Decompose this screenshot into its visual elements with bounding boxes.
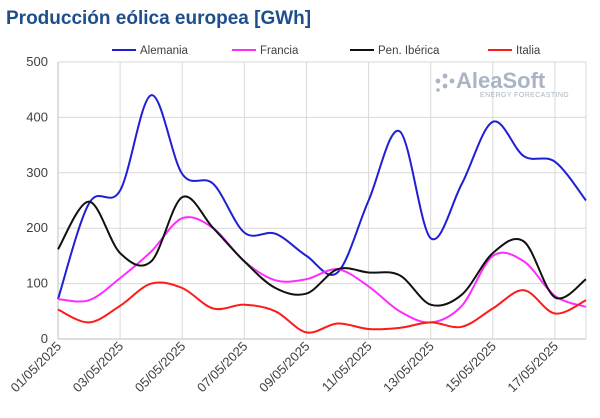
legend-label: Francia bbox=[260, 45, 299, 57]
legend-item-francia: Francia bbox=[232, 45, 299, 57]
y-tick-label: 400 bbox=[26, 109, 48, 124]
x-tick-label: 11/05/2025 bbox=[319, 339, 375, 395]
y-tick-label: 100 bbox=[26, 276, 48, 291]
series-line-alemania bbox=[57, 94, 587, 300]
chart-title: Producción eólica europea [GWh] bbox=[6, 8, 311, 29]
y-tick-label: 500 bbox=[26, 54, 48, 69]
series-layer bbox=[57, 94, 587, 334]
watermark: AleaSoft ENERGY FORECASTING bbox=[435, 68, 569, 99]
axes bbox=[57, 62, 586, 340]
y-tick-label: 0 bbox=[41, 331, 48, 346]
x-tick-label: 13/05/2025 bbox=[380, 339, 437, 396]
x-tick-label: 07/05/2025 bbox=[194, 339, 251, 396]
y-axis-ticks: 0 100 200 300 400 500 bbox=[26, 54, 48, 346]
legend-item-alemania: Alemania bbox=[112, 45, 189, 57]
x-tick-label: 17/05/2025 bbox=[504, 339, 561, 396]
series-line-francia bbox=[57, 216, 587, 324]
watermark-tagline: ENERGY FORECASTING bbox=[480, 92, 569, 99]
x-tick-label: 09/05/2025 bbox=[256, 339, 313, 396]
legend: Alemania Francia Pen. Ibérica Italia bbox=[112, 45, 541, 57]
series-line-italia bbox=[57, 281, 587, 334]
x-tick-label: 03/05/2025 bbox=[70, 339, 127, 396]
legend-label: Pen. Ibérica bbox=[378, 45, 440, 57]
y-tick-label: 200 bbox=[26, 220, 48, 235]
legend-label: Italia bbox=[516, 45, 541, 57]
x-tick-label: 05/05/2025 bbox=[132, 339, 189, 396]
y-tick-label: 300 bbox=[26, 165, 48, 180]
x-axis-ticks: 01/05/2025 03/05/2025 05/05/2025 07/05/2025… bbox=[7, 339, 561, 396]
legend-item-pen-iberica: Pen. Ibérica bbox=[350, 45, 440, 57]
x-tick-label: 01/05/2025 bbox=[7, 339, 64, 396]
watermark-brand: AleaSoft bbox=[456, 68, 546, 93]
legend-item-italia: Italia bbox=[488, 45, 541, 57]
aleasoft-logo-icon bbox=[435, 73, 455, 92]
x-tick-label: 15/05/2025 bbox=[442, 339, 499, 396]
series-line-pen-iberica bbox=[57, 195, 587, 307]
legend-label: Alemania bbox=[140, 45, 189, 57]
